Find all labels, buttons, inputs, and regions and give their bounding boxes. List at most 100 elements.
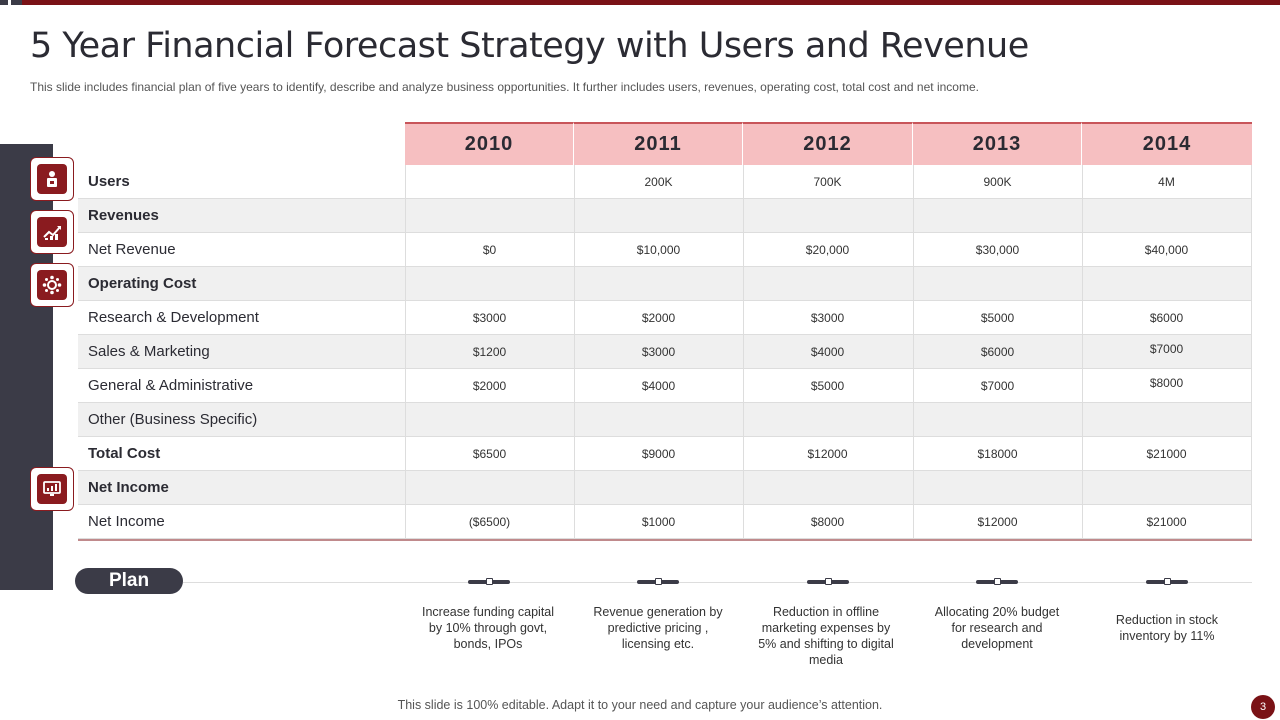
table-cell: $2000	[472, 379, 507, 393]
table-cell	[405, 199, 574, 233]
table-cell	[1082, 267, 1251, 301]
table-cell	[743, 471, 912, 505]
table-cell	[913, 403, 1082, 437]
table-cell: $5000	[810, 379, 845, 393]
table-cell: $9000	[641, 447, 676, 461]
year-header: 2011	[574, 122, 743, 165]
operating-cost-section-badge	[30, 263, 74, 307]
column-divider	[574, 267, 575, 301]
table-cell	[1082, 471, 1251, 505]
column-divider	[1082, 471, 1083, 505]
column-divider	[1251, 403, 1252, 437]
table-cell: $6000	[980, 345, 1015, 359]
user-badge-icon	[47, 171, 57, 187]
table-cell: $8000	[810, 515, 845, 529]
table-cell: ($6500)	[468, 515, 511, 529]
column-divider	[1251, 267, 1252, 301]
row-label: Sales & Marketing	[88, 343, 210, 360]
column-divider	[405, 403, 406, 437]
column-divider	[574, 165, 575, 199]
column-divider	[1251, 471, 1252, 505]
table-cell	[913, 471, 1082, 505]
column-divider	[574, 301, 575, 335]
table-cell: $4000	[810, 345, 845, 359]
plan-item: Increase funding capital by 10% through …	[421, 605, 555, 651]
plan-item: Reduction in stock inventory by 11%	[1115, 613, 1219, 643]
column-divider	[574, 369, 575, 403]
column-divider	[405, 369, 406, 403]
column-divider	[743, 505, 744, 539]
table-cell: $8000	[1149, 376, 1184, 390]
table-cell: $12000	[977, 515, 1018, 529]
column-divider	[743, 267, 744, 301]
table-cell: $1200	[472, 345, 507, 359]
column-divider	[743, 335, 744, 369]
column-divider	[913, 165, 914, 199]
table-row: Sales & Marketing $1200 $3000 $4000 $6000 $70…	[78, 335, 1252, 369]
table-cell	[743, 403, 912, 437]
column-divider	[405, 199, 406, 233]
column-divider	[913, 369, 914, 403]
table-cell	[405, 267, 574, 301]
column-divider	[405, 471, 406, 505]
table-row: Net Income ($6500) $1000 $8000 $12000 $21000	[78, 505, 1252, 539]
table-cell	[405, 471, 574, 505]
column-divider	[1251, 233, 1252, 267]
column-divider	[405, 233, 406, 267]
table-cell: $3000	[810, 311, 845, 325]
plan-marker	[1146, 578, 1188, 585]
table-cell: $6500	[472, 447, 507, 461]
gear-network-icon	[42, 275, 62, 295]
column-divider	[913, 335, 914, 369]
monitor-chart-icon	[43, 481, 61, 496]
table-cell: $21000	[1146, 447, 1187, 461]
table-row: Net Revenue $0 $10,000 $20,000 $30,000 $40,00…	[78, 233, 1252, 267]
table-row: Revenues	[78, 199, 1252, 233]
table-row: Research & Development $3000 $2000 $3000 $50…	[78, 301, 1252, 335]
plan-marker	[468, 578, 510, 585]
table-cell: $7000	[980, 379, 1015, 393]
table-row: Net Income	[78, 471, 1252, 505]
table-cell	[913, 199, 1082, 233]
column-divider	[1251, 301, 1252, 335]
column-divider	[1082, 233, 1083, 267]
table-cell	[1082, 199, 1251, 233]
year-header: 2014	[1082, 122, 1252, 165]
column-divider	[743, 165, 744, 199]
row-label: Other (Business Specific)	[88, 411, 258, 428]
row-label: Research & Development	[88, 309, 259, 326]
column-divider	[1251, 437, 1252, 471]
column-divider	[405, 335, 406, 369]
row-label: Net Revenue	[88, 241, 176, 258]
table-cell	[574, 403, 743, 437]
table-cell: $21000	[1146, 515, 1187, 529]
table-cell: $40,000	[1144, 243, 1189, 257]
column-divider	[574, 471, 575, 505]
column-divider	[405, 267, 406, 301]
table-row: Operating Cost	[78, 267, 1252, 301]
table-cell: $2000	[641, 311, 676, 325]
column-divider	[743, 403, 744, 437]
column-divider	[405, 437, 406, 471]
table-cell	[405, 165, 574, 199]
plan-marker	[976, 578, 1018, 585]
column-divider	[1082, 165, 1083, 199]
table-cell	[574, 471, 743, 505]
year-header: 2010	[405, 122, 574, 165]
column-divider	[574, 233, 575, 267]
plan-item: Reduction in offline marketing expenses …	[758, 605, 894, 667]
table-cell: $3000	[641, 345, 676, 359]
net-income-section-badge	[30, 467, 74, 511]
table-cell: 200K	[644, 175, 673, 189]
table-cell: $18000	[977, 447, 1018, 461]
column-divider	[743, 437, 744, 471]
column-divider	[913, 403, 914, 437]
table-cell: $30,000	[975, 243, 1020, 257]
column-divider	[743, 471, 744, 505]
column-divider	[1082, 437, 1083, 471]
table-row: Users 200K 700K 900K 4M	[78, 165, 1252, 199]
table-cell: $4000	[641, 379, 676, 393]
plan-item: Revenue generation by predictive pricing…	[593, 605, 723, 651]
row-label: Net Income	[88, 513, 165, 530]
table-cell: $0	[482, 243, 497, 257]
